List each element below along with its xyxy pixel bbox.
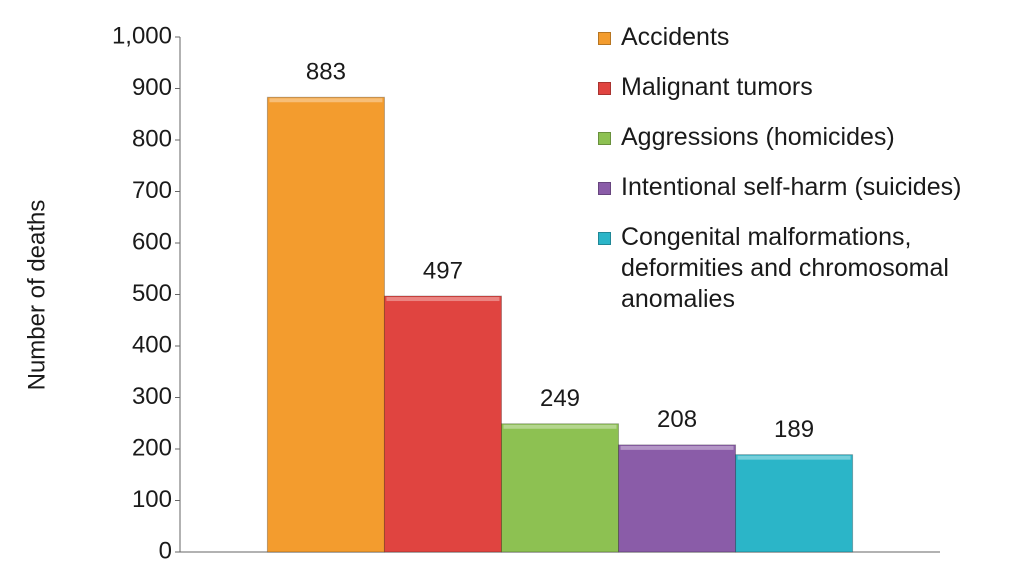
bar: [500, 423, 620, 553]
legend-label: Accidents: [621, 23, 730, 51]
value-label: 249: [540, 385, 580, 412]
legend-label: Intentional self-harm (suicides): [621, 173, 962, 201]
legend-swatch: [598, 182, 611, 195]
y-axis-title: Number of deaths: [23, 200, 50, 391]
bar-highlight: [737, 455, 851, 460]
legend-entry: Malignant tumors: [598, 72, 1008, 103]
bar: [618, 444, 737, 553]
y-tick-label: 0: [159, 537, 172, 564]
bar: [266, 96, 385, 553]
bar: [735, 454, 854, 553]
bar-highlight: [269, 98, 383, 103]
value-label: 883: [306, 59, 346, 86]
bar-highlight: [503, 424, 617, 429]
legend-swatch: [598, 232, 611, 245]
bar-highlight: [620, 445, 734, 450]
value-label: 208: [657, 406, 697, 433]
y-tick-label: 500: [132, 280, 172, 307]
legend-swatch: [598, 82, 611, 95]
bar-highlight: [386, 297, 500, 302]
y-tick-label: 1,000: [112, 22, 172, 49]
legend-entry: Intentional self-harm (suicides): [598, 172, 1008, 203]
legend-entry: Aggressions (homicides): [598, 122, 1008, 153]
value-label: 189: [774, 416, 814, 443]
y-tick-label: 600: [132, 228, 172, 255]
y-tick-label: 100: [132, 486, 172, 513]
y-tick-label: 800: [132, 125, 172, 152]
legend: Accidents Malignant tumors Aggressions (ho…: [598, 22, 1008, 334]
legend-swatch: [598, 32, 611, 45]
legend-label: Congenital malformations, deformities an…: [621, 223, 949, 313]
y-tick-label: 300: [132, 383, 172, 410]
legend-label: Malignant tumors: [621, 73, 813, 101]
y-tick-label: 400: [132, 331, 172, 358]
legend-entry: Congenital malformations, deformities an…: [598, 222, 1008, 315]
legend-entry: Accidents: [598, 22, 1008, 53]
legend-label: Aggressions (homicides): [621, 123, 895, 151]
bar: [383, 295, 502, 553]
legend-swatch: [598, 132, 611, 145]
y-tick-label: 200: [132, 434, 172, 461]
value-label: 497: [423, 257, 463, 284]
y-tick-label: 900: [132, 74, 172, 101]
y-tick-label: 700: [132, 177, 172, 204]
